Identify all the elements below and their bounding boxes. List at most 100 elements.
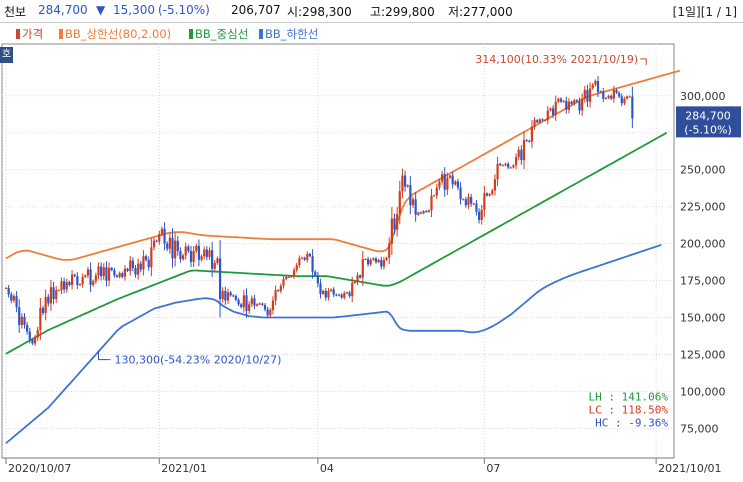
candle-body (388, 243, 391, 258)
candle-body (218, 258, 222, 300)
candle-body (567, 101, 571, 110)
legend-item-price[interactable]: 가격 (16, 26, 43, 42)
high-price: 고:299,800 (370, 5, 435, 19)
candle-body (433, 195, 436, 197)
legend-item-lower[interactable]: BB_하한선 (259, 26, 318, 42)
candle-body (517, 149, 520, 158)
candle-body (618, 92, 621, 97)
candle-body (588, 88, 592, 102)
candle-body (205, 249, 208, 257)
candle-body (15, 296, 18, 308)
x-tick-label: 2021/01 (161, 462, 207, 475)
bollinger-bands (5, 69, 681, 444)
x-tick-label: 2021/10/01 (658, 462, 721, 475)
candle-body (279, 285, 282, 291)
candle-body (477, 211, 481, 220)
candle-body (163, 228, 166, 244)
candle-body (522, 140, 526, 161)
candle-body (47, 296, 50, 304)
candle-body (271, 300, 275, 311)
quote-header: 천보 284,700 ▼ 15,300 (-5.10%) 206,707 시:2… (0, 0, 743, 23)
candle-body (359, 275, 362, 278)
candle-body (4, 287, 8, 289)
candle-body (406, 185, 409, 187)
candle-body (446, 177, 449, 190)
candle-body (245, 295, 248, 311)
candle-body (229, 292, 232, 296)
candle-body (414, 199, 417, 215)
legend-label: BB_하한선 (265, 27, 319, 41)
candle-body (583, 89, 586, 99)
candle-body (501, 165, 504, 167)
candle-body (290, 276, 293, 278)
x-tick-label: 04 (320, 462, 334, 475)
y-tick-label: 250,000 (680, 164, 726, 177)
current-price: 284,700 (38, 3, 88, 17)
candle-body (44, 296, 47, 314)
candle-body (544, 120, 547, 122)
candle-body (55, 290, 58, 300)
stats-box: LH : 141.06%LC : 118.50%HC : -9.36% (589, 390, 669, 429)
candle-body (97, 266, 100, 276)
candle-body (507, 163, 510, 168)
x-tick-label: 2020/10/07 (8, 462, 71, 475)
candle-body (340, 294, 343, 298)
order-tag[interactable]: 호 (0, 47, 13, 63)
bollinger-chart[interactable]: 75,000 100,000 125,000 150,000 175,000 200,00… (0, 22, 743, 482)
candle-body (232, 295, 235, 297)
upper-band-line (5, 69, 681, 261)
candle-body (52, 287, 55, 300)
candle-body (18, 307, 21, 325)
candle-body (348, 292, 351, 297)
candle-body (298, 258, 301, 266)
candle-body (250, 298, 253, 305)
candle-body (620, 96, 623, 104)
candle-body (393, 218, 396, 230)
legend-item-upper[interactable]: BB_상한선(80,2.00) (59, 26, 171, 42)
candle-body (31, 339, 34, 344)
candle-body (353, 282, 356, 284)
candle-body (607, 95, 610, 98)
candle-body (499, 163, 502, 166)
candle-body (20, 316, 23, 325)
legend-label: 가격 (22, 27, 44, 41)
candle-body (295, 265, 298, 271)
candle-body (596, 80, 600, 93)
candle-body (417, 212, 420, 215)
candle-body (84, 275, 87, 277)
candle-body (94, 275, 97, 282)
candle-body (107, 268, 111, 281)
candle-body (308, 253, 312, 257)
candle-body (575, 100, 578, 102)
candle-body (411, 199, 415, 206)
candle-body (171, 237, 174, 259)
candle-body (509, 167, 512, 169)
candle-body (322, 290, 325, 294)
candle-body (39, 307, 42, 331)
candle-body (166, 243, 169, 249)
y-tick-label: 100,000 (680, 385, 726, 398)
stat-lc: LC : 118.50% (589, 403, 669, 416)
candle-body (181, 255, 185, 260)
page-indicator[interactable]: [1일][1 / 1] (672, 5, 737, 19)
y-tick-label: 125,000 (680, 349, 726, 362)
candle-body (234, 296, 238, 300)
volume: 206,707 (231, 3, 281, 17)
candle-body (70, 274, 74, 286)
candle-body (102, 267, 105, 277)
candle-body (374, 258, 378, 263)
candle-body (7, 287, 10, 295)
candle-body (139, 263, 142, 270)
candle-body (419, 212, 423, 214)
candle-body (536, 120, 539, 123)
candle-body (306, 253, 309, 260)
y-tick-label: 175,000 (680, 275, 726, 288)
candle-body (269, 310, 272, 316)
candle-body (92, 281, 95, 286)
candle-body (189, 251, 193, 263)
legend-swatch (59, 29, 63, 39)
candle-body (258, 303, 261, 305)
candle-body (300, 257, 304, 259)
candle-body (456, 181, 460, 188)
legend-item-mid[interactable]: BB_중심선 (189, 26, 248, 42)
